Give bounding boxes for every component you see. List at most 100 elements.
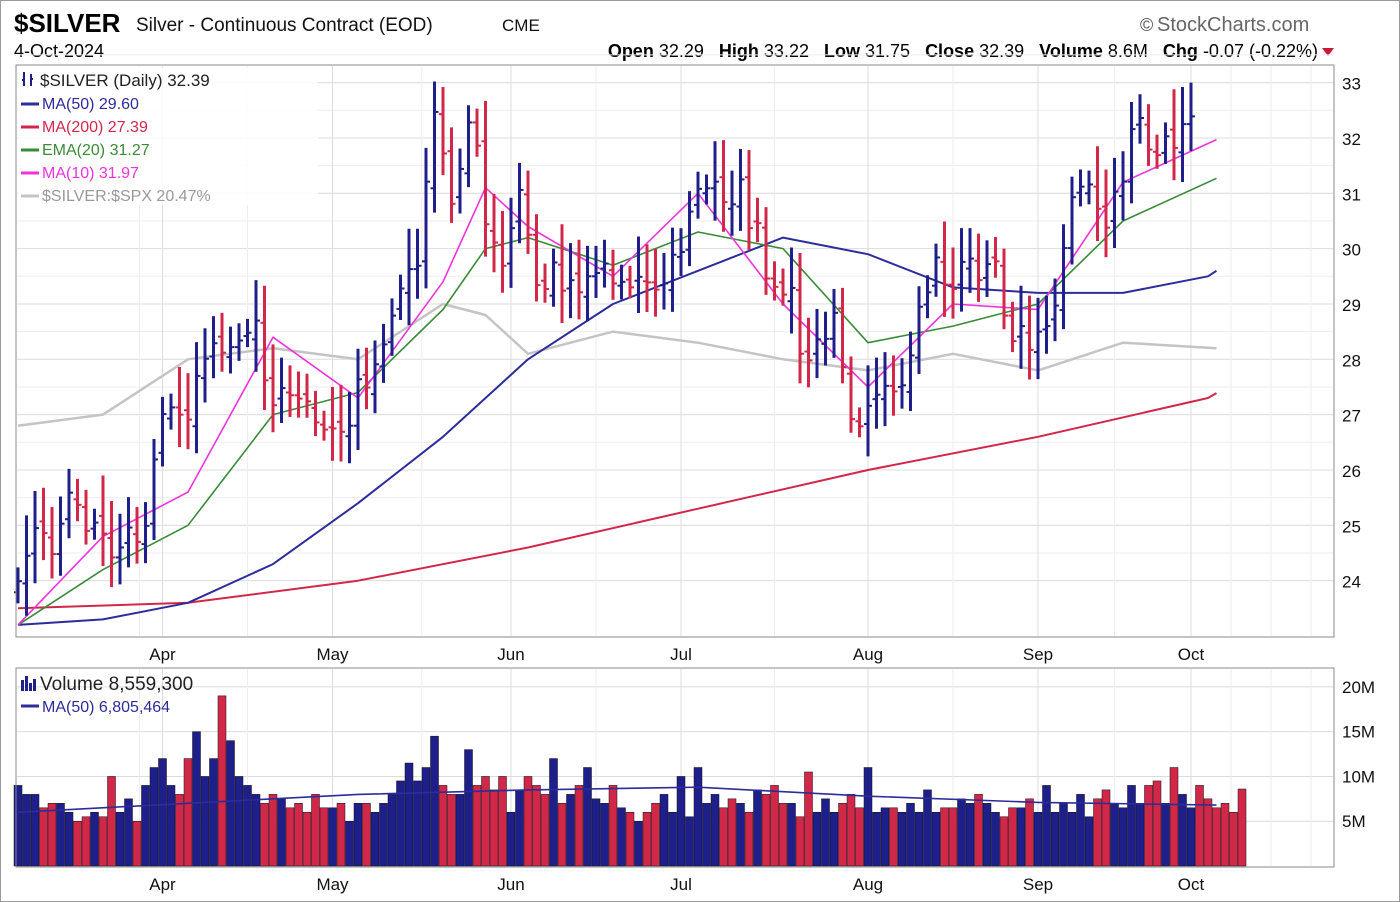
- volume-tick-label: 5M: [1342, 812, 1366, 831]
- price-tick-label: 27: [1342, 407, 1361, 426]
- volume-bar: [583, 767, 592, 867]
- volume-month-label: Sep: [1023, 875, 1053, 894]
- close-label: Close: [925, 41, 974, 61]
- price-legend-icon: [22, 72, 33, 86]
- price-month-label: Sep: [1023, 645, 1053, 664]
- price-tick-label: 33: [1342, 75, 1361, 94]
- legend-ma10: MA(10) 31.97: [42, 165, 139, 182]
- volume-bar: [821, 798, 830, 867]
- volume-bar: [719, 807, 728, 867]
- volume-bar: [1118, 807, 1128, 867]
- volume-bar: [455, 794, 465, 867]
- volume-bar: [421, 767, 431, 867]
- volume-bar: [472, 785, 482, 867]
- volume-bar: [574, 785, 584, 867]
- low-label: Low: [824, 41, 861, 61]
- volume-bar: [600, 803, 609, 867]
- volume-bar: [634, 820, 643, 867]
- volume-bar: [268, 794, 278, 867]
- volume-bar: [549, 758, 558, 867]
- volume-bar: [387, 794, 397, 867]
- volume-bar: [107, 776, 116, 867]
- price-tick-label: 29: [1342, 296, 1361, 315]
- price-legend: $SILVER (Daily) 32.39 MA(50) 29.60 MA(20…: [18, 67, 318, 205]
- volume-bar: [1186, 807, 1196, 867]
- volume-bar: [889, 807, 898, 867]
- volume-bar: [566, 794, 575, 867]
- volume-bar: [39, 807, 48, 867]
- close-value: 32.39: [979, 41, 1024, 61]
- volume-bar: [999, 816, 1009, 867]
- volume-bar: [676, 776, 686, 867]
- volume-bar: [217, 695, 227, 867]
- volume-bar: [1008, 807, 1017, 867]
- volume-month-label: Aug: [853, 875, 883, 894]
- volume-bar: [1152, 780, 1162, 867]
- volume-bar: [73, 820, 82, 867]
- volume-bar: [829, 812, 839, 867]
- price-month-label: Apr: [149, 645, 176, 664]
- volume-bar: [1076, 794, 1085, 867]
- price-tick-label: 30: [1342, 241, 1361, 260]
- volume-bar: [1161, 803, 1170, 867]
- volume-bar: [880, 807, 890, 867]
- volume-bar: [787, 803, 796, 867]
- volume-bar: [132, 820, 142, 867]
- open-label: Open: [608, 41, 654, 61]
- volume-bar: [1067, 812, 1077, 867]
- open-value: 32.29: [659, 41, 704, 61]
- volume-bar: [234, 776, 244, 867]
- volume-bar: [353, 803, 363, 867]
- high-value: 33.22: [764, 41, 809, 61]
- volume-bar: [523, 776, 533, 867]
- volume-bar: [362, 803, 371, 867]
- volume-bar: [591, 798, 601, 867]
- volume-bar: [770, 785, 779, 867]
- volume-bar: [651, 803, 660, 867]
- ohlc-line: Open 32.29 High 33.22 Low 31.75 Close 32…: [608, 41, 1318, 61]
- volume-bar: [98, 816, 108, 867]
- volume-bar: [642, 812, 652, 867]
- legend-volume-ma: MA(50) 6,805,464: [42, 699, 170, 716]
- volume-bar: [175, 794, 184, 867]
- volume-bar: [56, 803, 65, 867]
- exchange: CME: [502, 16, 540, 35]
- price-panel: 24 25 26 27 28 29 30 31 32 33 Apr May Jun Jul Aug Sep Oc…: [14, 54, 1361, 664]
- volume-bar: [22, 794, 31, 867]
- price-tick-label: 24: [1342, 573, 1361, 592]
- volume-bar: [260, 803, 269, 867]
- volume-month-label: Jun: [497, 875, 524, 894]
- volume-bar: [1169, 767, 1179, 867]
- volume-bar: [328, 807, 337, 867]
- volume-bar: [277, 798, 286, 867]
- volume-bar: [710, 794, 720, 867]
- volume-bar: [702, 803, 711, 867]
- volume-bar: [625, 812, 635, 867]
- volume-bar: [923, 789, 932, 867]
- down-triangle-icon: [1322, 48, 1334, 56]
- volume-bar: [1093, 798, 1102, 867]
- volume-bar: [1135, 803, 1145, 867]
- price-tick-label: 26: [1342, 462, 1361, 481]
- volume-bar: [948, 807, 958, 867]
- volume-bar: [200, 776, 210, 867]
- legend-price: $SILVER (Daily) 32.39: [40, 71, 210, 90]
- volume-value: 8.6M: [1108, 41, 1148, 61]
- price-tick-label: 25: [1342, 517, 1361, 536]
- volume-bar: [226, 740, 235, 867]
- volume-bar: [804, 771, 813, 867]
- volume-bar: [744, 812, 754, 867]
- volume-tick-label: 20M: [1342, 678, 1375, 697]
- volume-bar: [685, 816, 694, 867]
- volume-bar: [1237, 788, 1247, 867]
- volume-bar: [795, 816, 805, 867]
- volume-bar: [897, 812, 907, 867]
- volume-bar: [319, 807, 329, 867]
- volume-bar: [285, 807, 295, 867]
- volume-bar: [438, 785, 448, 867]
- volume-bar: [1033, 812, 1043, 867]
- volume-bar: [115, 812, 125, 867]
- volume-bar: [846, 794, 856, 867]
- volume-month-label: Apr: [149, 875, 176, 894]
